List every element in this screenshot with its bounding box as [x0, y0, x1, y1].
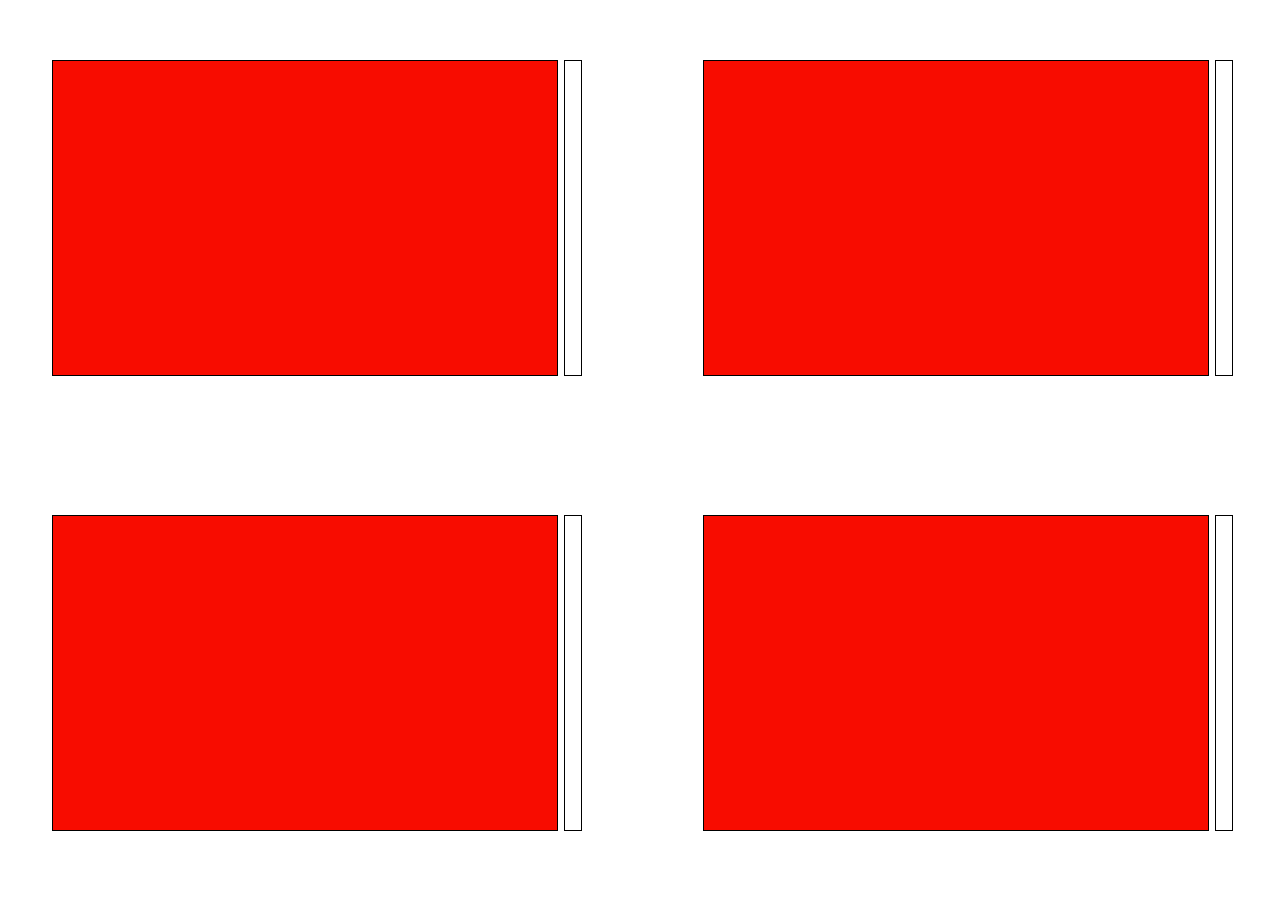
- colorbar: [1215, 515, 1233, 831]
- colorbar: [1215, 60, 1233, 376]
- colorbar: [564, 60, 582, 376]
- colorbar: [564, 515, 582, 831]
- panel-b: [651, 0, 1267, 456]
- panel-a: [0, 0, 616, 456]
- wavelet-heatmap-canvas: [704, 516, 1208, 830]
- wavelet-heatmap-canvas: [53, 516, 557, 830]
- wavelet-heatmap-canvas: [704, 61, 1208, 375]
- panel-c: [0, 455, 616, 911]
- panel-d: [651, 455, 1267, 911]
- wavelet-heatmap-canvas: [53, 61, 557, 375]
- heatmap-plot: [703, 60, 1209, 376]
- heatmap-plot: [52, 515, 558, 831]
- heatmap-plot: [52, 60, 558, 376]
- heatmap-plot: [703, 515, 1209, 831]
